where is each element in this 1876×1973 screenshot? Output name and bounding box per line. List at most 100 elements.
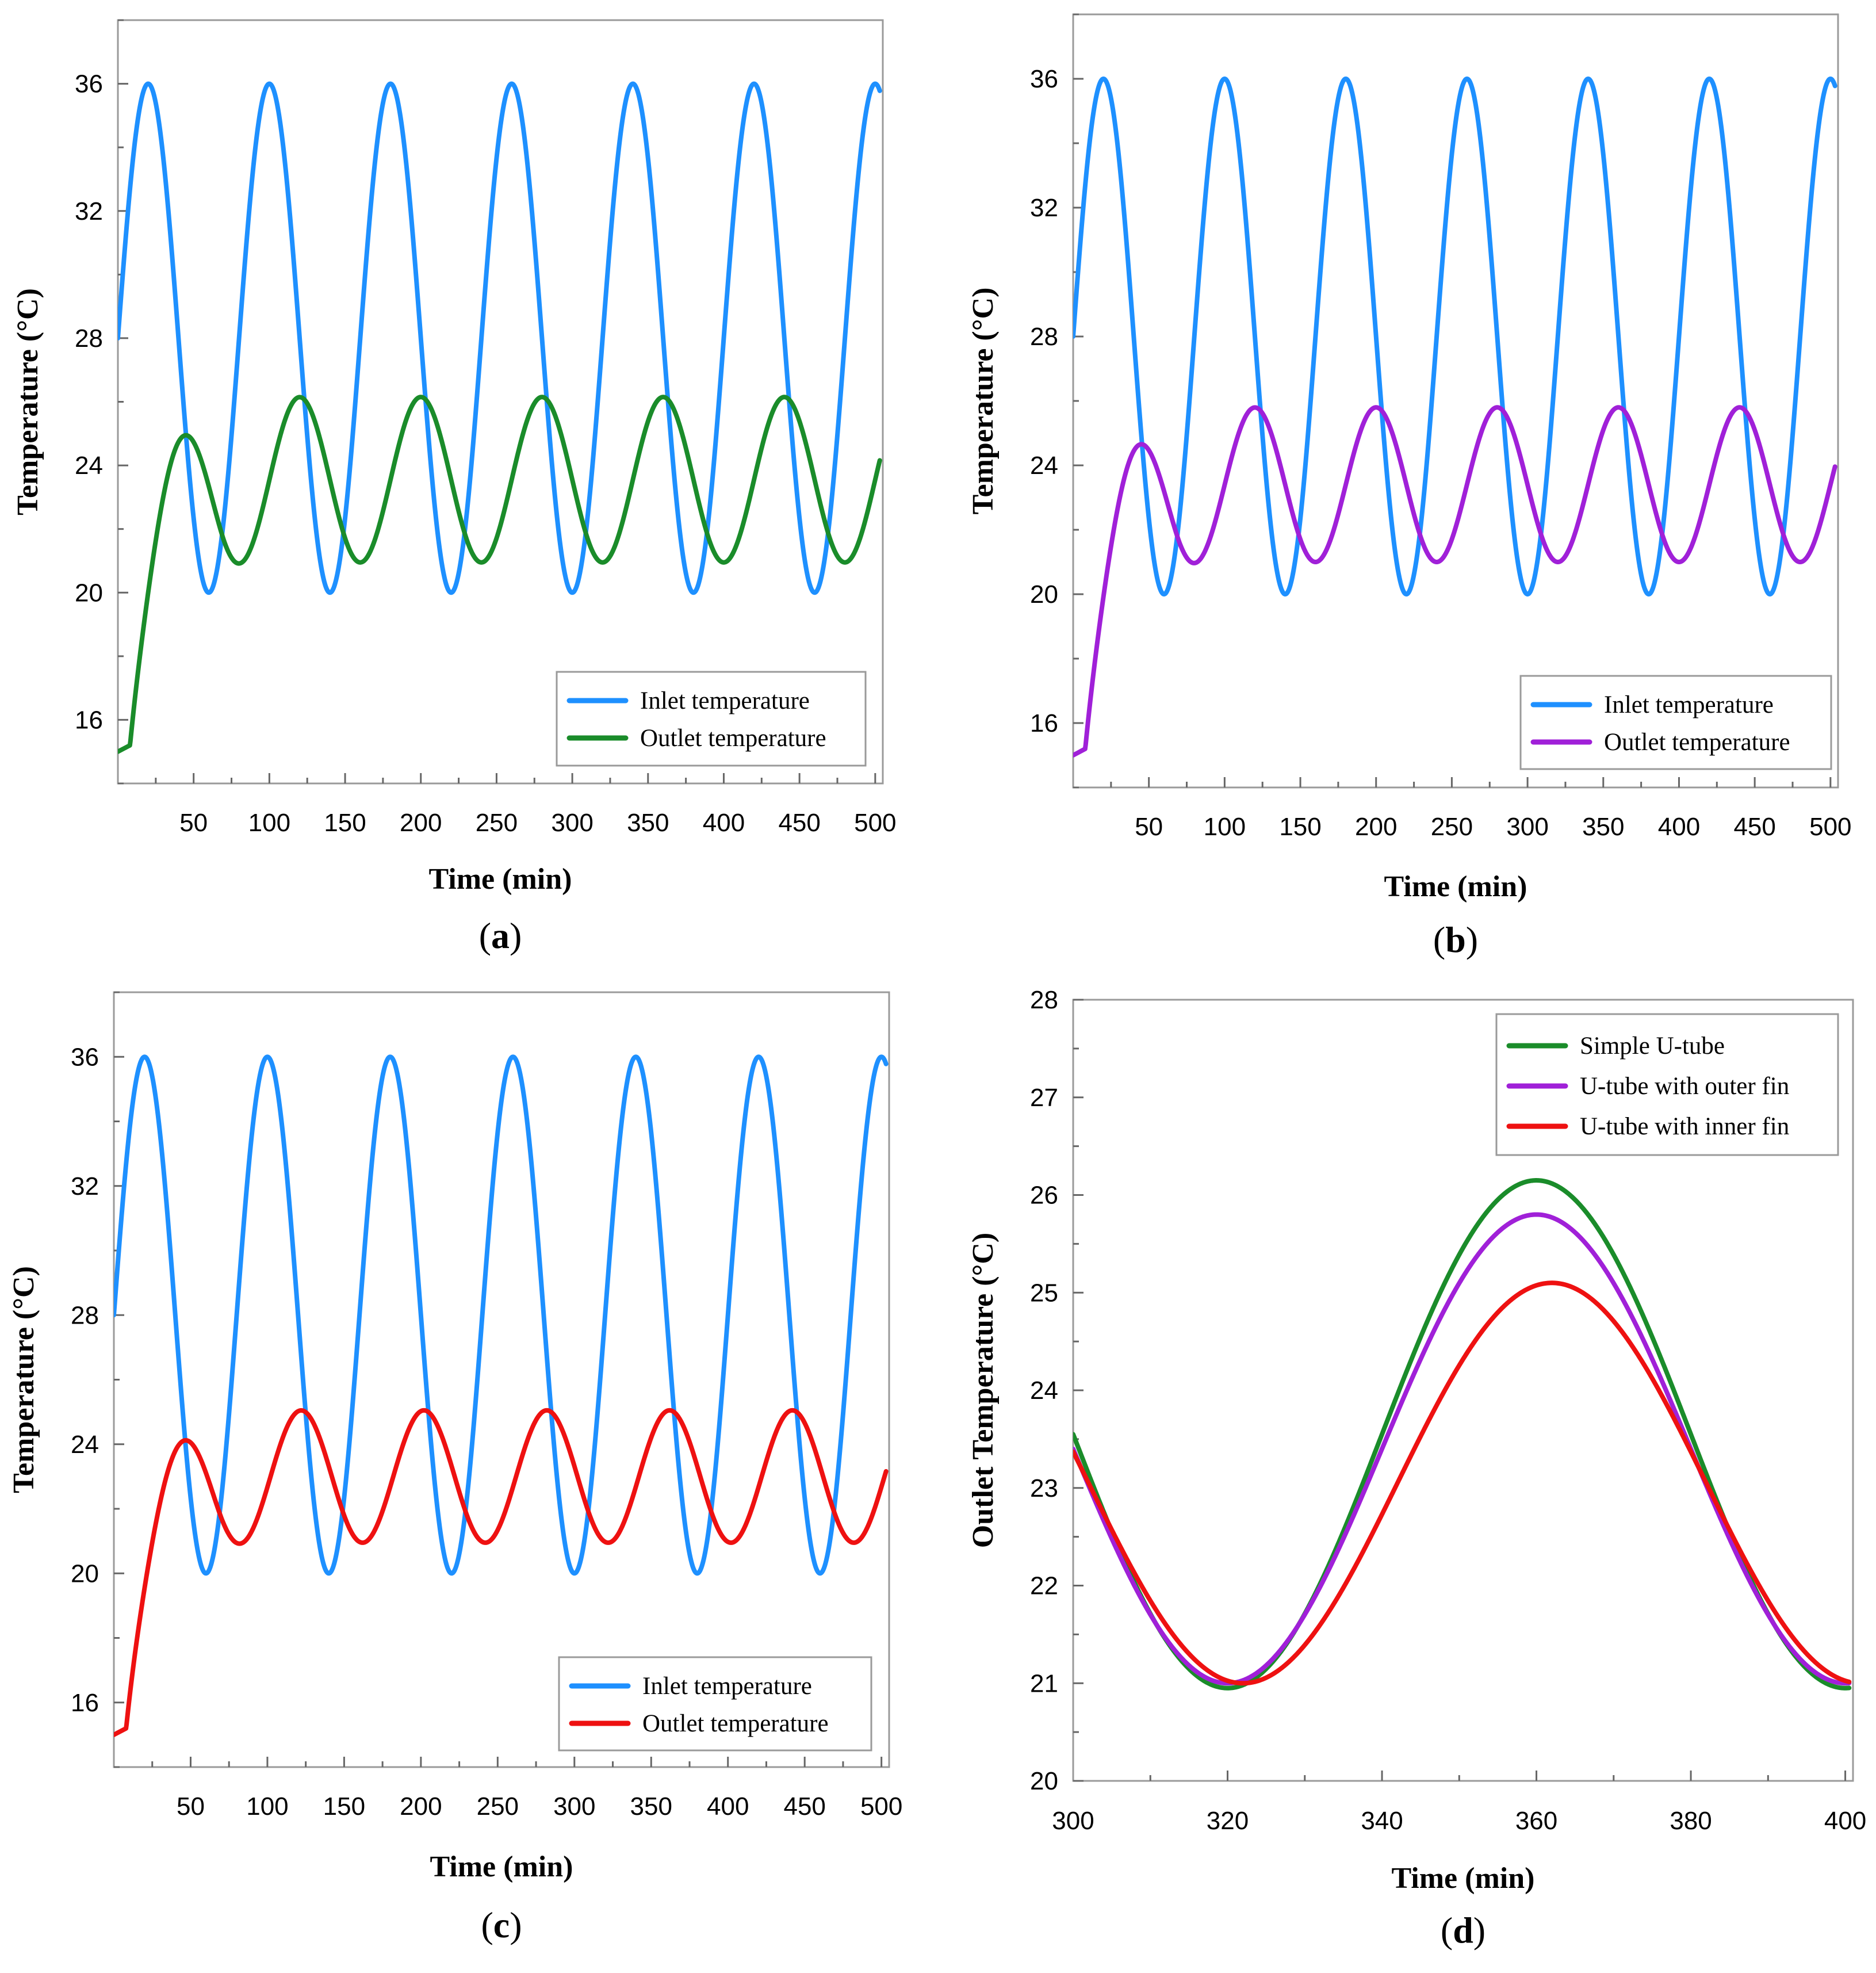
legend-label: Outlet temperature bbox=[642, 1710, 829, 1737]
y-tick-label: 32 bbox=[75, 197, 103, 225]
y-tick-label: 36 bbox=[75, 70, 103, 98]
x-tick-label: 200 bbox=[1355, 813, 1397, 841]
y-tick-label: 23 bbox=[1030, 1474, 1058, 1502]
legend: Inlet temperature Outlet temperature bbox=[1519, 675, 1832, 770]
y-tick-label: 21 bbox=[1030, 1669, 1058, 1697]
series-line-inlet-temperature bbox=[114, 1054, 889, 1576]
x-tick-label: 400 bbox=[1824, 1807, 1866, 1835]
x-tick-label: 150 bbox=[324, 809, 366, 837]
chart-d: 20 21 22 23 24 25 26 27 28 300 320 340 360 380 400 Time… bbox=[967, 986, 1866, 1951]
x-tick-label: 250 bbox=[477, 1792, 519, 1821]
x-tick-label: 200 bbox=[400, 809, 442, 837]
y-tick-label: 25 bbox=[1030, 1279, 1058, 1307]
y-tick-label: 28 bbox=[1030, 986, 1058, 1014]
legend-box bbox=[1519, 675, 1832, 770]
series-line-outlet-temperature bbox=[118, 395, 882, 754]
y-tick-label: 36 bbox=[71, 1043, 99, 1071]
x-tick-label: 360 bbox=[1515, 1807, 1557, 1835]
x-tick-label: 250 bbox=[476, 809, 518, 837]
y-tick-label: 20 bbox=[71, 1559, 99, 1588]
x-tick-label: 450 bbox=[778, 809, 820, 837]
x-tick-label: 50 bbox=[177, 1792, 205, 1821]
series-line-inlet-temperature bbox=[1073, 77, 1837, 597]
y-axis-title: Outlet Temperature (°C) bbox=[967, 1233, 1000, 1548]
panel-label: (b) bbox=[1433, 919, 1478, 960]
legend-label: Inlet temperature bbox=[640, 687, 810, 714]
y-tick-label: 32 bbox=[1030, 194, 1058, 222]
x-tick-label: 150 bbox=[323, 1792, 365, 1821]
x-tick-label: 380 bbox=[1670, 1807, 1712, 1835]
y-axis-title: Temperature (°C) bbox=[967, 288, 1000, 515]
y-tick-label: 36 bbox=[1030, 65, 1058, 93]
y-tick-label: 20 bbox=[1030, 1767, 1058, 1795]
y-tick-label: 24 bbox=[71, 1431, 99, 1459]
y-tick-label: 24 bbox=[75, 452, 103, 480]
x-tick-label: 350 bbox=[1582, 813, 1624, 841]
x-axis-title: Time (min) bbox=[1384, 870, 1527, 903]
x-tick-label: 250 bbox=[1431, 813, 1473, 841]
legend-label: U-tube with outer fin bbox=[1580, 1073, 1789, 1100]
x-axis-title: Time (min) bbox=[1392, 1862, 1535, 1895]
x-tick-label: 350 bbox=[627, 809, 669, 837]
y-tick-label: 24 bbox=[1030, 1376, 1058, 1405]
y-axis-title: Temperature (°C) bbox=[12, 288, 44, 515]
y-tick-label: 20 bbox=[1030, 580, 1058, 609]
x-tick-label: 300 bbox=[553, 1792, 595, 1821]
legend-label: Simple U-tube bbox=[1580, 1033, 1725, 1060]
x-tick-label: 50 bbox=[179, 809, 208, 837]
x-tick-label: 500 bbox=[1809, 813, 1851, 841]
x-tick-label: 340 bbox=[1361, 1807, 1403, 1835]
series-line-outlet-temperature bbox=[1073, 405, 1837, 758]
y-tick-label: 26 bbox=[1030, 1181, 1058, 1210]
x-tick-label: 150 bbox=[1279, 813, 1321, 841]
legend-label: U-tube with inner fin bbox=[1580, 1113, 1789, 1140]
y-tick-label: 24 bbox=[1030, 452, 1058, 480]
chart-a: 16 20 24 28 32 36 50 100 150 200 250 300 350 400 450 50… bbox=[12, 19, 897, 956]
y-tick-label: 28 bbox=[71, 1301, 99, 1329]
legend-label: Outlet temperature bbox=[1604, 729, 1790, 756]
y-tick-label: 28 bbox=[1030, 323, 1058, 351]
chart-c: 16 20 24 28 32 36 50 100 150 200 250 300 350 400 450 50… bbox=[7, 991, 902, 1945]
y-axis-title: Temperature (°C) bbox=[7, 1266, 40, 1493]
x-tick-label: 500 bbox=[860, 1792, 902, 1821]
y-tick-label: 32 bbox=[71, 1172, 99, 1200]
x-tick-label: 100 bbox=[248, 809, 290, 837]
x-tick-label: 450 bbox=[783, 1792, 825, 1821]
series-line-u-tube-with-outer-fin bbox=[1073, 1212, 1852, 1686]
legend: Simple U-tube U-tube with outer fin U-tube… bbox=[1495, 1013, 1839, 1156]
legend: Inlet temperature Outlet temperature bbox=[556, 671, 867, 767]
legend-label: Inlet temperature bbox=[642, 1673, 812, 1700]
x-tick-label: 200 bbox=[400, 1792, 442, 1821]
x-axis-title: Time (min) bbox=[429, 863, 572, 896]
x-tick-label: 100 bbox=[1204, 813, 1246, 841]
x-tick-label: 400 bbox=[707, 1792, 749, 1821]
y-tick-label: 16 bbox=[1030, 709, 1058, 737]
y-tick-label: 28 bbox=[75, 324, 103, 353]
legend-label: Outlet temperature bbox=[640, 725, 826, 752]
x-tick-label: 400 bbox=[703, 809, 745, 837]
y-tick-label: 22 bbox=[1030, 1572, 1058, 1600]
panel-label: (a) bbox=[479, 915, 522, 956]
legend-box bbox=[558, 1656, 872, 1752]
x-tick-label: 300 bbox=[1052, 1807, 1094, 1835]
y-tick-label: 16 bbox=[75, 706, 103, 734]
x-tick-label: 400 bbox=[1658, 813, 1700, 841]
legend-box bbox=[556, 671, 867, 767]
panel-label: (d) bbox=[1441, 1910, 1486, 1951]
x-tick-label: 320 bbox=[1207, 1807, 1249, 1835]
series-line-inlet-temperature bbox=[118, 81, 882, 595]
x-tick-label: 450 bbox=[1733, 813, 1775, 841]
x-tick-label: 300 bbox=[1506, 813, 1548, 841]
x-tick-label: 300 bbox=[551, 809, 593, 837]
y-tick-label: 27 bbox=[1030, 1084, 1058, 1112]
legend-label: Inlet temperature bbox=[1604, 691, 1774, 718]
x-tick-label: 350 bbox=[630, 1792, 672, 1821]
series-line-u-tube-with-inner-fin bbox=[1073, 1280, 1852, 1686]
series-line-outlet-temperature bbox=[114, 1408, 889, 1737]
x-axis-title: Time (min) bbox=[430, 1850, 573, 1883]
legend: Inlet temperature Outlet temperature bbox=[558, 1656, 872, 1752]
chart-b: 16 20 24 28 32 36 50 100 150 200 250 300 350 400 450 50… bbox=[967, 13, 1852, 960]
x-tick-label: 100 bbox=[246, 1792, 288, 1821]
